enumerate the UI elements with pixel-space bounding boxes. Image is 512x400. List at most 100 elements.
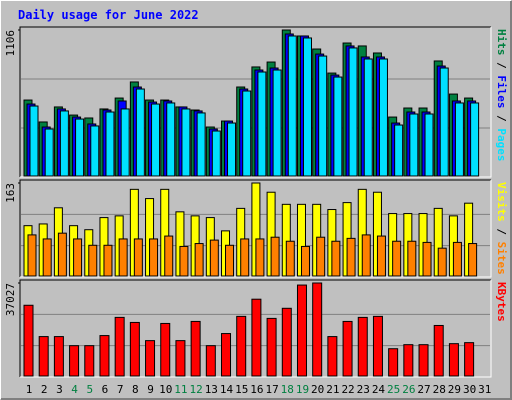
bar <box>422 241 432 277</box>
bar <box>103 244 113 277</box>
legend-entry: Sites <box>495 242 508 275</box>
bar <box>403 344 414 377</box>
legend-entry: KBytes <box>495 282 508 322</box>
bar <box>348 47 358 177</box>
x-tick-label: 13 <box>205 383 218 396</box>
bar <box>38 336 49 377</box>
bar <box>433 324 444 377</box>
bar <box>281 307 292 377</box>
bar <box>205 345 216 377</box>
legend-separator: / <box>495 56 508 76</box>
bar <box>240 238 250 277</box>
bar <box>194 243 204 277</box>
bar <box>29 105 39 177</box>
bar <box>27 234 37 277</box>
bar <box>255 238 265 277</box>
bar <box>90 125 100 177</box>
bar <box>84 345 95 377</box>
bar <box>448 343 459 377</box>
bar <box>361 234 371 277</box>
bar <box>376 235 386 277</box>
x-tick-label: 2 <box>41 383 48 396</box>
bar <box>312 282 323 377</box>
bar <box>378 58 388 177</box>
x-tick-label: 22 <box>341 383 354 396</box>
y-tick-label: 1106 <box>4 30 17 57</box>
legend-separator: / <box>495 222 508 242</box>
bar <box>257 71 267 177</box>
bar <box>437 247 447 277</box>
bar <box>69 345 80 377</box>
bar <box>196 112 206 177</box>
panel-edge-light <box>20 27 492 178</box>
x-tick-label: 6 <box>102 383 109 396</box>
bar <box>44 128 54 177</box>
panel-edge-light <box>20 180 492 278</box>
legend-entry: Files <box>495 75 508 108</box>
bar <box>120 108 130 177</box>
bar <box>454 102 464 177</box>
bar <box>99 335 110 377</box>
bar <box>357 316 368 377</box>
bar <box>42 238 52 277</box>
x-tick-label: 8 <box>132 383 139 396</box>
legend-entry: Visits <box>495 182 508 222</box>
bar <box>266 317 277 377</box>
bar <box>287 35 297 177</box>
bar <box>133 238 143 277</box>
x-tick-label: 5 <box>86 383 93 396</box>
bar <box>424 113 434 177</box>
bar <box>407 240 417 277</box>
bar <box>227 122 237 177</box>
x-tick-label: 3 <box>56 383 63 396</box>
bar <box>418 344 429 377</box>
panel-edge-dark <box>19 279 491 377</box>
x-tick-label: 20 <box>311 383 324 396</box>
bar <box>464 342 475 377</box>
bar <box>145 340 156 377</box>
panel-edge-dark <box>19 26 491 177</box>
x-tick-label: 15 <box>235 383 248 396</box>
bar <box>160 322 171 377</box>
bar <box>236 315 247 377</box>
x-tick-label: 1 <box>26 383 33 396</box>
bar <box>452 241 462 277</box>
bar <box>135 88 145 177</box>
bar <box>468 243 478 277</box>
bar <box>73 238 83 277</box>
legend: Hits / Files / Pages <box>495 29 508 162</box>
bar <box>179 245 189 277</box>
bar <box>285 240 295 277</box>
x-tick-label: 31 <box>478 383 491 396</box>
bar <box>272 69 282 177</box>
bar <box>209 239 219 277</box>
bar <box>270 236 280 277</box>
bar <box>149 238 159 277</box>
bar <box>333 76 343 177</box>
bar <box>363 58 373 177</box>
legend-entry: Hits <box>495 29 508 56</box>
x-tick-label: 23 <box>357 383 370 396</box>
bar <box>53 336 64 377</box>
y-tick-label: 37027 <box>4 283 17 316</box>
bar <box>221 333 232 377</box>
x-tick-label: 7 <box>117 383 124 396</box>
bar <box>346 237 356 277</box>
x-tick-label: 28 <box>433 383 446 396</box>
bar <box>129 321 140 377</box>
legend-separator: / <box>495 109 508 129</box>
bar <box>23 304 34 377</box>
legend: KBytes <box>495 282 508 322</box>
bar <box>105 111 115 177</box>
x-tick-label: 19 <box>296 383 309 396</box>
bar <box>175 340 186 377</box>
bar <box>166 102 176 177</box>
bar <box>342 320 353 377</box>
bar <box>251 298 262 377</box>
x-tick-label: 30 <box>463 383 476 396</box>
bar <box>327 336 338 377</box>
x-tick-label: 9 <box>147 383 154 396</box>
x-tick-label: 25 <box>387 383 400 396</box>
